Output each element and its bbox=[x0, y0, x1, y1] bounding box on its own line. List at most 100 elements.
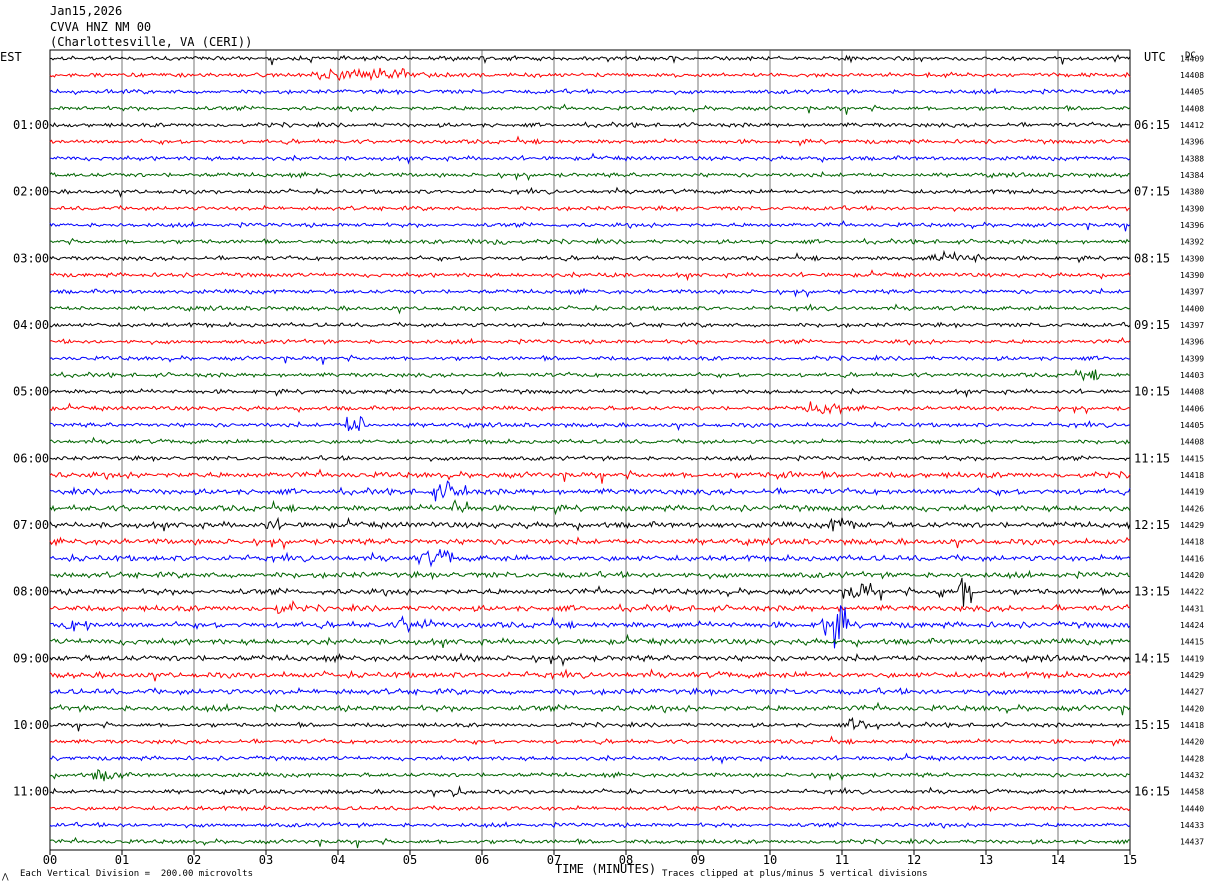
trace-line bbox=[49, 87, 1131, 96]
right-hour-label: 08:15 bbox=[1134, 251, 1170, 265]
dc-offset-label: 14433 bbox=[1180, 821, 1204, 830]
dc-offset-label: 14419 bbox=[1180, 654, 1204, 663]
dc-offset-label: 14440 bbox=[1180, 804, 1204, 813]
trace-line bbox=[49, 752, 1131, 765]
dc-offset-label: 14431 bbox=[1180, 604, 1204, 613]
dc-offset-label: 14418 bbox=[1180, 538, 1204, 547]
x-tick-label: 00 bbox=[43, 853, 57, 867]
scale-note: Each Vertical Division = 200.00 microvol… bbox=[20, 869, 253, 879]
x-tick-label: 04 bbox=[331, 853, 345, 867]
dc-offset-label: 14426 bbox=[1180, 504, 1204, 513]
plot-frame bbox=[49, 49, 1131, 851]
left-hour-label: 08:00 bbox=[13, 585, 49, 599]
trace-line bbox=[49, 668, 1131, 682]
trace-line bbox=[49, 454, 1131, 463]
trace-line bbox=[49, 121, 1131, 129]
dc-offset-label: 14415 bbox=[1180, 454, 1204, 463]
dc-offset-label: 14408 bbox=[1180, 388, 1204, 397]
left-hour-label: 02:00 bbox=[13, 185, 49, 199]
x-tick-label: 02 bbox=[187, 853, 201, 867]
dc-offset-label: 14427 bbox=[1180, 688, 1204, 697]
dc-offset-label: 14384 bbox=[1180, 171, 1204, 180]
dc-offset-label: 14399 bbox=[1180, 354, 1204, 363]
trace-line bbox=[49, 401, 1131, 415]
dc-offset-label: 14400 bbox=[1180, 304, 1204, 313]
right-hour-label: 10:15 bbox=[1134, 385, 1170, 399]
dc-offset-label: 14390 bbox=[1180, 254, 1204, 263]
trace-line bbox=[49, 54, 1131, 66]
dc-offset-label: 14390 bbox=[1180, 271, 1204, 280]
dc-offset-label: 14418 bbox=[1180, 471, 1204, 480]
dc-offset-label: 14415 bbox=[1180, 638, 1204, 647]
dc-label: DC bbox=[1185, 51, 1196, 61]
dc-offset-label: 14429 bbox=[1180, 521, 1204, 530]
dc-offset-label: 14437 bbox=[1180, 838, 1204, 847]
trace-line bbox=[49, 716, 1131, 732]
trace-line bbox=[49, 368, 1131, 382]
dc-offset-label: 14396 bbox=[1180, 221, 1204, 230]
tz-left-label: EST bbox=[0, 50, 22, 64]
trace-line bbox=[49, 804, 1131, 813]
dc-offset-label: 14406 bbox=[1180, 404, 1204, 413]
corner-mark: ⋀ bbox=[2, 872, 9, 881]
trace-line bbox=[49, 237, 1131, 246]
dc-offset-label: 14397 bbox=[1180, 288, 1204, 297]
tz-right-label: UTC bbox=[1144, 50, 1166, 64]
dc-offset-label: 14397 bbox=[1180, 321, 1204, 330]
dc-offset-label: 14380 bbox=[1180, 188, 1204, 197]
trace-line bbox=[49, 536, 1131, 551]
dc-offset-label: 14396 bbox=[1180, 138, 1204, 147]
header-station: CVVA HNZ NM 00 bbox=[50, 20, 152, 34]
right-hour-label: 06:15 bbox=[1134, 118, 1170, 132]
trace-line bbox=[49, 204, 1131, 213]
trace-line bbox=[49, 249, 1131, 264]
dc-offset-label: 14458 bbox=[1180, 788, 1204, 797]
trace-line bbox=[49, 516, 1131, 532]
dc-offset-label: 14408 bbox=[1180, 71, 1204, 80]
right-hour-label: 09:15 bbox=[1134, 318, 1170, 332]
right-hour-label: 15:15 bbox=[1134, 718, 1170, 732]
trace-line bbox=[49, 599, 1131, 614]
trace-line bbox=[49, 186, 1131, 198]
left-hour-label: 11:00 bbox=[13, 785, 49, 799]
dc-offset-label: 14422 bbox=[1180, 588, 1204, 597]
x-tick-label: 07 bbox=[547, 853, 561, 867]
right-hour-label: 12:15 bbox=[1134, 518, 1170, 532]
trace-line bbox=[49, 768, 1131, 782]
trace-line bbox=[49, 287, 1131, 298]
trace-line bbox=[49, 633, 1131, 649]
dc-offset-label: 14408 bbox=[1180, 104, 1204, 113]
header-location: (Charlottesville, VA (CERI)) bbox=[50, 35, 253, 49]
trace-line bbox=[49, 336, 1131, 346]
trace-line bbox=[49, 480, 1131, 502]
trace-line bbox=[49, 836, 1131, 849]
dc-offset-label: 14420 bbox=[1180, 571, 1204, 580]
x-tick-label: 06 bbox=[475, 853, 489, 867]
trace-line bbox=[49, 701, 1131, 716]
trace-line bbox=[49, 686, 1130, 697]
left-hour-label: 06:00 bbox=[13, 451, 49, 465]
dc-offset-label: 14429 bbox=[1180, 671, 1204, 680]
x-tick-label: 12 bbox=[907, 853, 921, 867]
dc-offset-label: 14405 bbox=[1180, 88, 1204, 97]
trace-line bbox=[49, 103, 1131, 115]
dc-offset-label: 14418 bbox=[1180, 721, 1204, 730]
x-axis-label: TIME (MINUTES) bbox=[555, 862, 657, 876]
right-hour-label: 11:15 bbox=[1134, 451, 1170, 465]
trace-line bbox=[49, 821, 1131, 829]
x-tick-label: 01 bbox=[115, 853, 129, 867]
left-hour-label: 07:00 bbox=[13, 518, 49, 532]
trace-line bbox=[49, 354, 1131, 365]
trace-line bbox=[50, 152, 1131, 165]
dc-offset-label: 14388 bbox=[1180, 154, 1204, 163]
x-tick-label: 13 bbox=[979, 853, 993, 867]
left-hour-label: 09:00 bbox=[13, 651, 49, 665]
trace-line bbox=[49, 303, 1131, 315]
trace-line bbox=[49, 387, 1131, 398]
trace-line bbox=[49, 220, 1131, 232]
x-tick-label: 10 bbox=[763, 853, 777, 867]
trace-line bbox=[49, 468, 1131, 484]
trace-line bbox=[49, 577, 1131, 607]
trace-line bbox=[49, 499, 1131, 516]
right-hour-label: 07:15 bbox=[1134, 185, 1170, 199]
